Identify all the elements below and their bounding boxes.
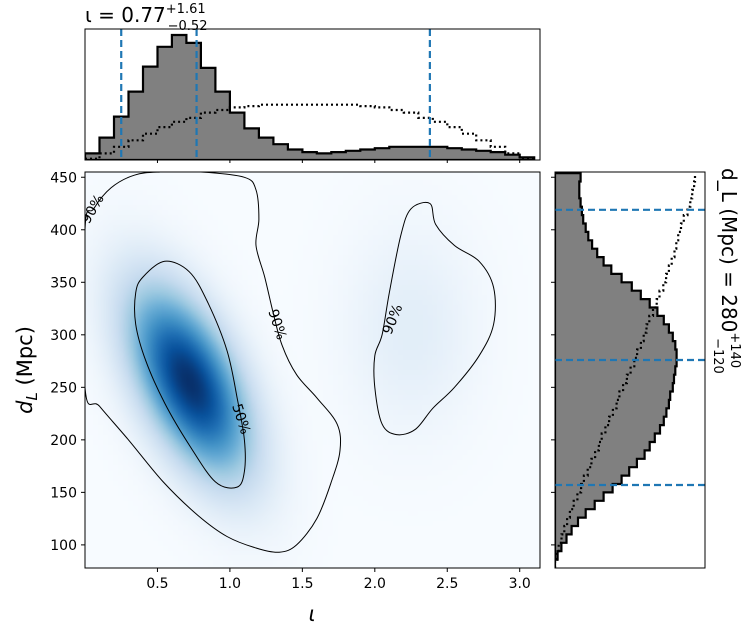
contour-90pct-1 [85, 172, 342, 553]
y-tick-label: 450 [50, 170, 77, 186]
right-title-sup: +140 [727, 332, 742, 368]
y-tick-label: 350 [50, 275, 77, 291]
contour-90pct-2 [373, 201, 496, 436]
x-axis-label: ι [308, 602, 315, 626]
y-axis-label: dL (Mpc) [13, 326, 41, 414]
right-title-sub: −120 [710, 338, 725, 374]
x-tick-label: 2.5 [436, 576, 458, 592]
x-tick-label: 3.0 [509, 576, 531, 592]
y-tick-label: 250 [50, 380, 77, 396]
y-tick-label: 100 [50, 538, 77, 554]
x-tick-label: 1.5 [291, 576, 313, 592]
dL-prior-histogram [555, 173, 697, 568]
dL-posterior-histogram [555, 172, 678, 568]
density-heatmap [85, 172, 540, 568]
contour-50pct-0 [134, 260, 246, 489]
x-tick-label: 0.5 [146, 576, 168, 592]
joint-panel: 90%90%50%90% 0.5 1.0 1.5 2.0 2.5 3.0100150200… [13, 160, 541, 626]
top-panel-frame [84, 28, 541, 161]
top-panel-title: ι = 0.77+1.61 −0.52 [85, 2, 207, 34]
y-tick-label: 400 [50, 223, 77, 239]
top-title-sup: +1.61 [166, 2, 206, 17]
right-panel-title: d_L (Mpc) = 280+140−120 [710, 168, 742, 374]
top-title-sub: −0.52 [168, 19, 208, 34]
joint-panel-frame [84, 171, 541, 569]
right-marginal-panel: d_L (Mpc) = 280+140−120 [551, 168, 742, 569]
y-tick-label: 300 [50, 328, 77, 344]
x-tick-label: 1.0 [219, 576, 241, 592]
x-tick-label: 2.0 [364, 576, 386, 592]
iota-posterior-histogram [85, 33, 536, 160]
right-title-base: d_L (Mpc) = 280 [717, 168, 741, 332]
right-panel-frame [554, 171, 706, 569]
y-tick-label: 200 [50, 433, 77, 449]
y-tick-label: 150 [50, 485, 77, 501]
top-title-base: ι = 0.77 [85, 3, 166, 27]
top-marginal-panel: ι = 0.77+1.61 −0.52 [84, 2, 541, 161]
